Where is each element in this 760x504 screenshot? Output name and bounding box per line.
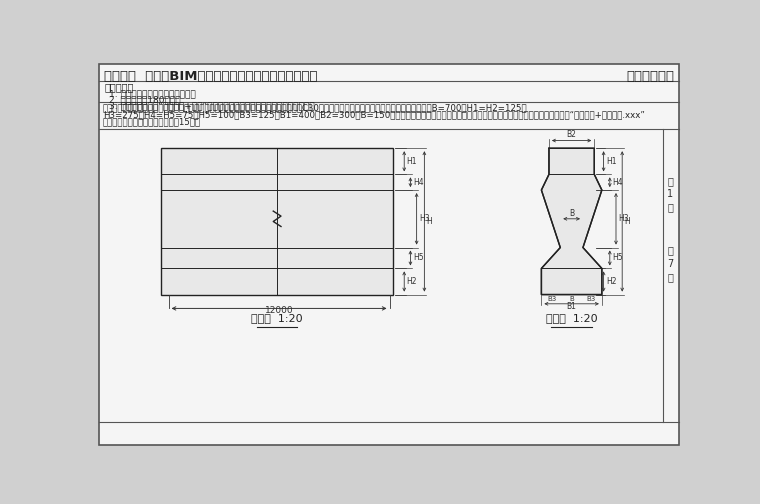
Text: H: H bbox=[625, 217, 630, 226]
Text: H5: H5 bbox=[612, 254, 622, 263]
Text: B: B bbox=[569, 296, 574, 302]
Text: 俧视图  1:20: 俧视图 1:20 bbox=[546, 313, 597, 324]
Text: H1: H1 bbox=[407, 157, 417, 166]
Text: B3: B3 bbox=[547, 296, 556, 302]
Text: B: B bbox=[569, 209, 575, 218]
Text: B3: B3 bbox=[587, 296, 596, 302]
Text: H4: H4 bbox=[413, 178, 423, 186]
Text: B1: B1 bbox=[567, 302, 577, 311]
Text: 中国图学学会: 中国图学学会 bbox=[627, 71, 675, 84]
Text: 2. 考试时间：180分钟；: 2. 考试时间：180分钟； bbox=[109, 95, 181, 104]
Text: 第十二期  「全国BIM技能等级考试」二级（结构）试题: 第十二期 「全国BIM技能等级考试」二级（结构）试题 bbox=[104, 71, 318, 84]
Text: 12000: 12000 bbox=[264, 306, 293, 315]
Text: H5: H5 bbox=[413, 254, 423, 263]
Text: 正视图  1:20: 正视图 1:20 bbox=[252, 313, 303, 324]
Text: 1. 考试方式：计算机操作，闭卷；: 1. 考试方式：计算机操作，闭卷； bbox=[109, 89, 196, 98]
Text: 共
7
页: 共 7 页 bbox=[667, 245, 673, 282]
Text: 一、根据如下混凝土梁正视图与俧视图，建立混凝土梁构件参数化模板，混凝土强度等级C30，并如图设置相应应参数名称，各参数默认値为：B=700，H1=H2=125，: 一、根据如下混凝土梁正视图与俧视图，建立混凝土梁构件参数化模板，混凝土强度等级C… bbox=[103, 104, 527, 112]
Bar bbox=[161, 148, 394, 294]
Text: H3: H3 bbox=[419, 214, 429, 223]
Text: B2: B2 bbox=[567, 130, 577, 139]
Text: 考试要求：: 考试要求： bbox=[104, 82, 134, 92]
Text: 为文件名保存到考生文件夹中。（15分）: 为文件名保存到考生文件夹中。（15分） bbox=[103, 117, 201, 127]
Text: H4: H4 bbox=[612, 178, 622, 186]
Text: H2: H2 bbox=[606, 277, 616, 286]
FancyBboxPatch shape bbox=[99, 65, 679, 445]
Text: H3=275，H4=H5=75，H5=100，B3=125，B1=400，B2=300，B=150，同时应对各参数进行约束，确保细部参数之和等于总体尺寸参数，请: H3=275，H4=H5=75，H5=100，B3=125，B1=400，B2=… bbox=[103, 110, 644, 119]
Text: H2: H2 bbox=[407, 277, 417, 286]
Polygon shape bbox=[541, 148, 602, 294]
Text: H3: H3 bbox=[619, 214, 629, 223]
Text: 第
1
页: 第 1 页 bbox=[667, 176, 673, 213]
Text: H1: H1 bbox=[606, 157, 616, 166]
Text: 3. 新建文件夹，以“准考证号+姓名”命名，用于存放本次考试中生成的全部文件。: 3. 新建文件夹，以“准考证号+姓名”命名，用于存放本次考试中生成的全部文件。 bbox=[109, 101, 315, 110]
Text: H: H bbox=[426, 217, 432, 226]
